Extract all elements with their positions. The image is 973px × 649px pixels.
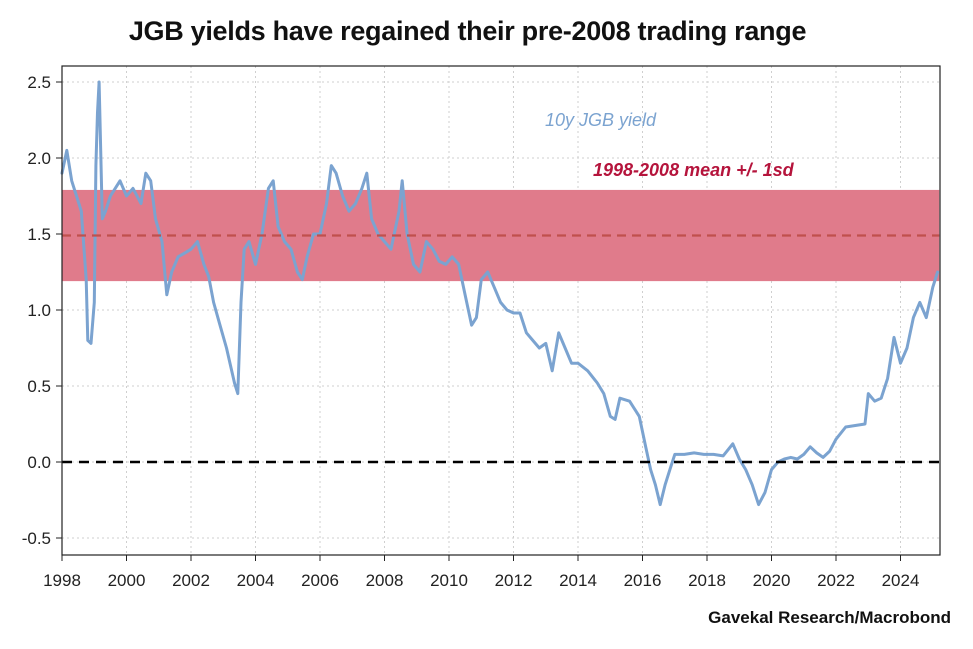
x-tick-label: 2024 [882,571,920,590]
y-tick-label: 1.5 [27,225,51,244]
x-tick-label: 2022 [817,571,855,590]
band-label: 1998-2008 mean +/- 1sd [593,160,795,180]
series-label-jgb: 10y JGB yield [545,110,657,130]
y-tick-label: 0.5 [27,377,51,396]
source-label: Gavekal Research/Macrobond [708,608,951,627]
grid [61,66,940,555]
x-tick-label: 2006 [301,571,339,590]
y-tick-label: -0.5 [22,529,51,548]
x-tick-label: 2008 [366,571,404,590]
x-tick-label: 2004 [237,571,275,590]
x-tick-label: 2020 [753,571,791,590]
y-tick-label: 0.0 [27,453,51,472]
label-layer: 10y JGB yield 1998-2008 mean +/- 1sd [545,110,795,180]
line-layer [60,80,940,507]
chart-title: JGB yields have regained their pre-2008 … [128,16,807,46]
y-tick-label: 1.0 [27,301,51,320]
x-tick-label: 2002 [172,571,210,590]
x-tick-label: 2018 [688,571,726,590]
x-tick-label: 2000 [108,571,146,590]
x-tick-label: 1998 [43,571,81,590]
x-tick-label: 2016 [624,571,662,590]
y-tick-label: 2.5 [27,73,51,92]
axis-layer: 1998 2000 2002 2004 2006 2008 2010 2012 2014 2016… [22,65,941,590]
series-line-jgb [60,80,940,507]
x-tick-label: 2012 [495,571,533,590]
x-tick-label: 2014 [559,571,597,590]
y-tick-label: 2.0 [27,149,51,168]
x-tick-label: 2010 [430,571,468,590]
